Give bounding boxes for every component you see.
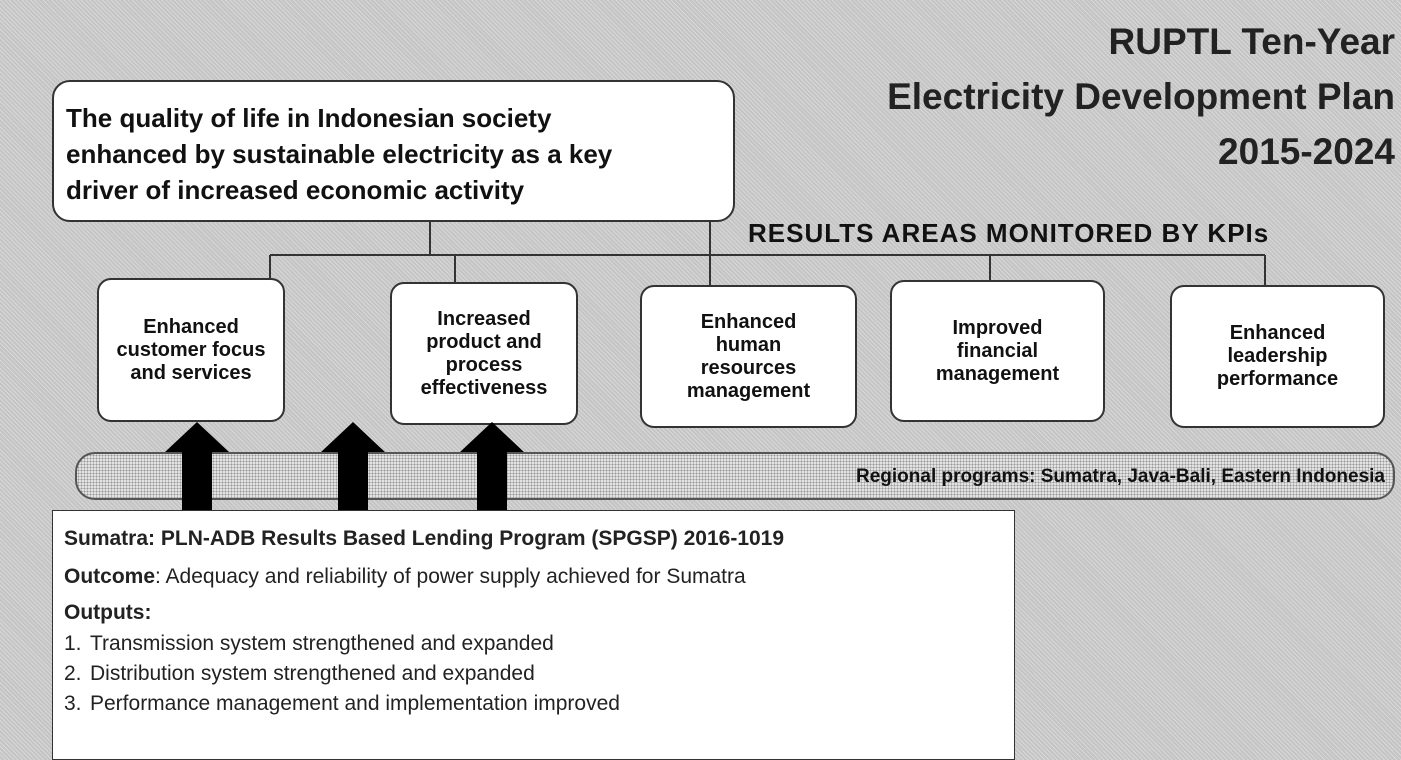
- arrow: [460, 422, 524, 530]
- result-area-line: financial: [956, 339, 1039, 362]
- result-area-box: Enhanced leadership performance: [1170, 285, 1385, 428]
- result-area-line: and services: [130, 361, 252, 384]
- result-area-line: process: [445, 353, 523, 376]
- result-area-line: Enhanced: [1229, 322, 1326, 344]
- output-text: Distribution system strengthened and exp…: [90, 662, 535, 685]
- result-area-box: Increased product and process effectiveness: [390, 282, 578, 425]
- result-area-line: performance: [1216, 368, 1339, 390]
- output-item: 3. Performance management and implementat…: [64, 689, 1014, 719]
- title-line: RUPTL Ten-Year: [1108, 21, 1395, 62]
- title-line: 2015-2024: [1218, 131, 1395, 172]
- goal-line: The quality of life in Indonesian societ…: [66, 103, 552, 133]
- output-text: Transmission system strengthened and exp…: [90, 632, 554, 655]
- outcome-text: : Adequacy and reliability of power supp…: [155, 565, 746, 588]
- result-area-box: Improved financial management: [890, 280, 1105, 422]
- outputs-list: 1. Transmission system strengthened and e…: [64, 629, 1014, 719]
- results-heading: RESULTS AREAS MONITORED BY KPIs: [748, 218, 1270, 248]
- title: RUPTL Ten-Year Electricity Development P…: [887, 14, 1395, 179]
- arrow: [165, 422, 229, 530]
- result-area-line: effectiveness: [420, 376, 548, 399]
- outcome-label: Outcome: [64, 565, 156, 588]
- output-number: 2.: [64, 662, 82, 685]
- result-area-line: product and: [426, 330, 542, 353]
- goal-line: enhanced by sustainable electricity as a…: [66, 139, 613, 169]
- result-area-line: resources: [700, 356, 797, 379]
- result-area-box: Enhanced customer focus and services: [97, 278, 285, 422]
- output-number: 3.: [64, 692, 82, 715]
- program-box: Sumatra: PLN-ADB Results Based Lending P…: [52, 510, 1015, 760]
- title-line: Electricity Development Plan: [887, 76, 1395, 117]
- output-item: 2. Distribution system strengthened and e…: [64, 659, 1014, 689]
- result-area-line: customer focus: [116, 338, 266, 361]
- program-heading: Sumatra: PLN-ADB Results Based Lending P…: [64, 527, 785, 550]
- result-area-line: leadership: [1227, 345, 1328, 367]
- output-item: 1. Transmission system strengthened and e…: [64, 629, 1014, 659]
- output-number: 1.: [64, 632, 82, 655]
- result-area-line: Increased: [437, 307, 531, 330]
- result-area-line: Enhanced: [700, 310, 797, 333]
- result-area-line: management: [935, 362, 1060, 385]
- result-area-line: management: [686, 379, 811, 402]
- result-area-line: Enhanced: [143, 315, 239, 338]
- outcome: Outcome: Adequacy and reliability of pow…: [64, 565, 1014, 589]
- output-text: Performance management and implementatio…: [90, 692, 620, 715]
- goal-line: driver of increased economic activity: [66, 175, 525, 205]
- regional-banner: Regional programs: Sumatra, Java-Bali, E…: [75, 452, 1395, 500]
- outputs-label: Outputs:: [64, 601, 152, 624]
- goal-box: The quality of life in Indonesian societ…: [52, 80, 735, 222]
- result-area-box: Enhanced human resources management: [640, 285, 857, 428]
- arrow: [321, 422, 385, 530]
- result-area-line: Improved: [952, 316, 1043, 339]
- result-area-line: human: [715, 333, 782, 356]
